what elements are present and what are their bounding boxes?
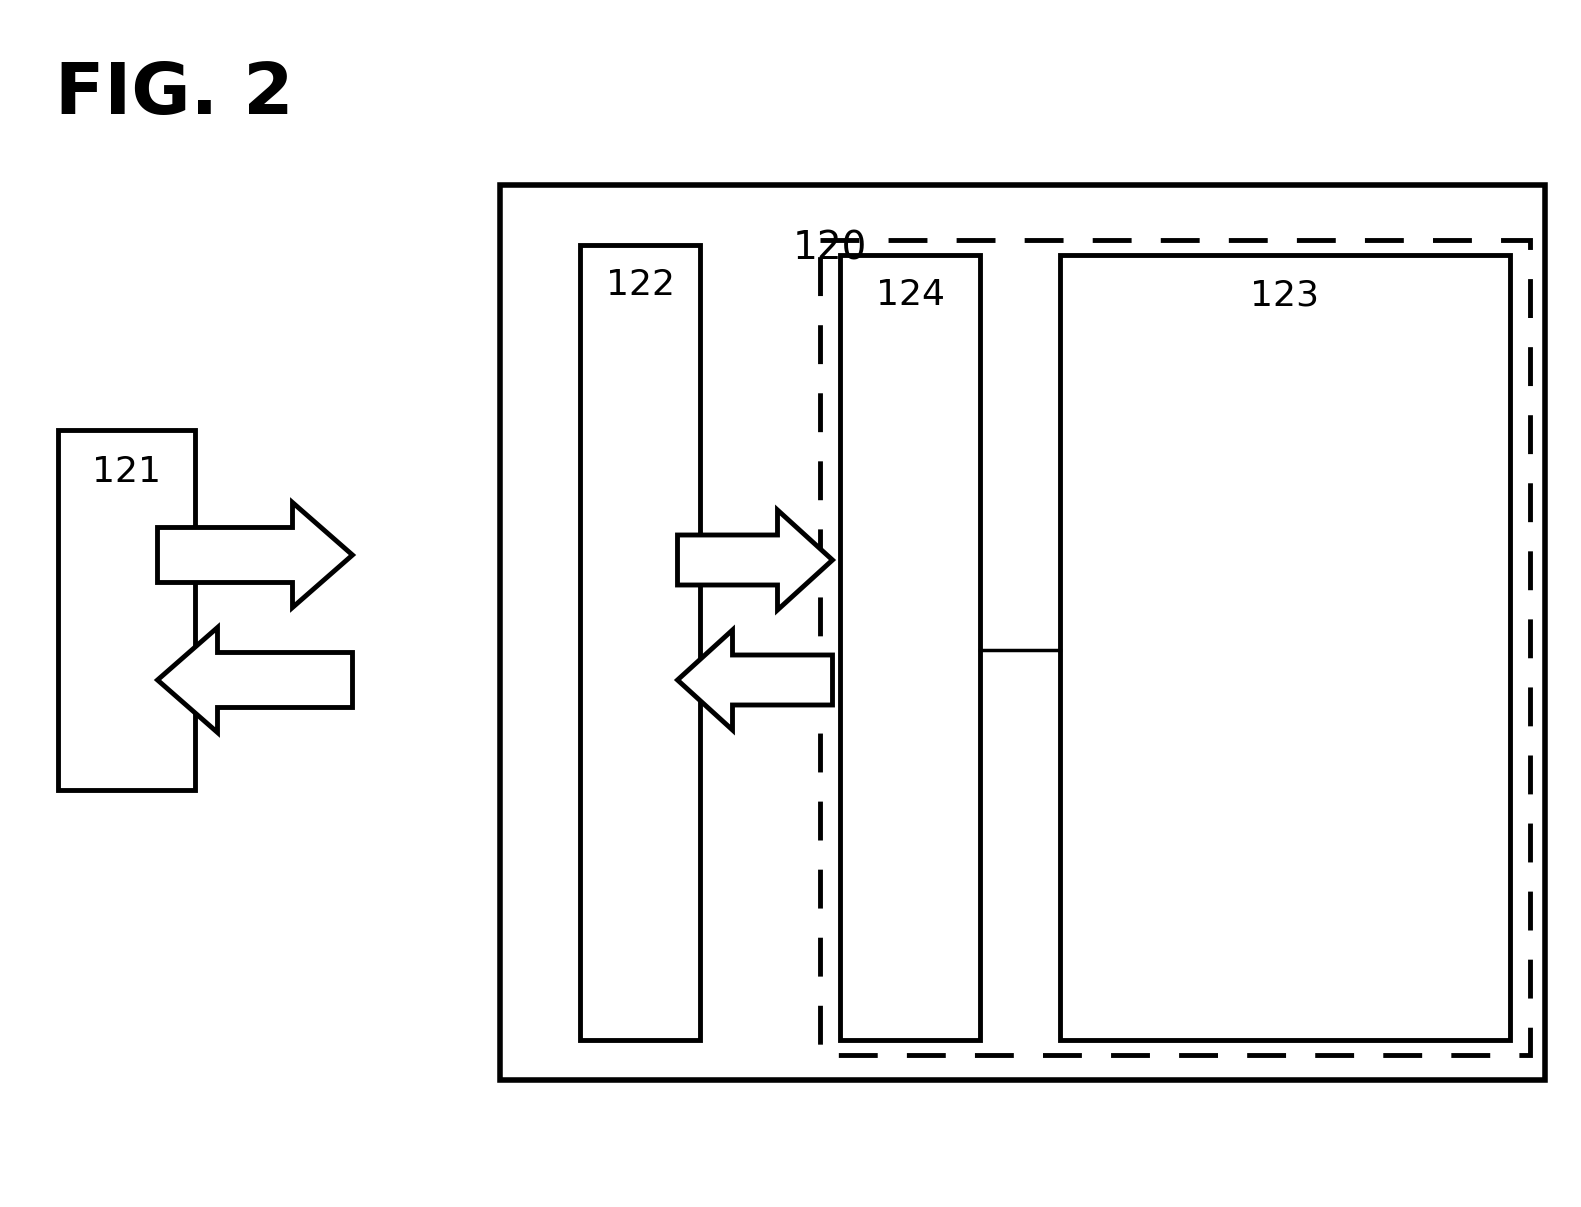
- Bar: [500, 185, 1545, 1080]
- Text: 121: 121: [93, 455, 161, 489]
- Text: 124: 124: [876, 278, 944, 311]
- Bar: [58, 430, 194, 791]
- Bar: [580, 245, 700, 1040]
- Polygon shape: [678, 511, 833, 610]
- Polygon shape: [158, 502, 353, 607]
- Bar: [840, 255, 980, 1040]
- Text: 122: 122: [606, 268, 675, 302]
- Bar: [821, 240, 1530, 1055]
- Text: FIG. 2: FIG. 2: [55, 60, 294, 129]
- Text: 120: 120: [792, 231, 868, 268]
- Polygon shape: [158, 628, 353, 733]
- Bar: [1059, 255, 1510, 1040]
- Text: 123: 123: [1251, 278, 1320, 311]
- Polygon shape: [678, 630, 833, 730]
